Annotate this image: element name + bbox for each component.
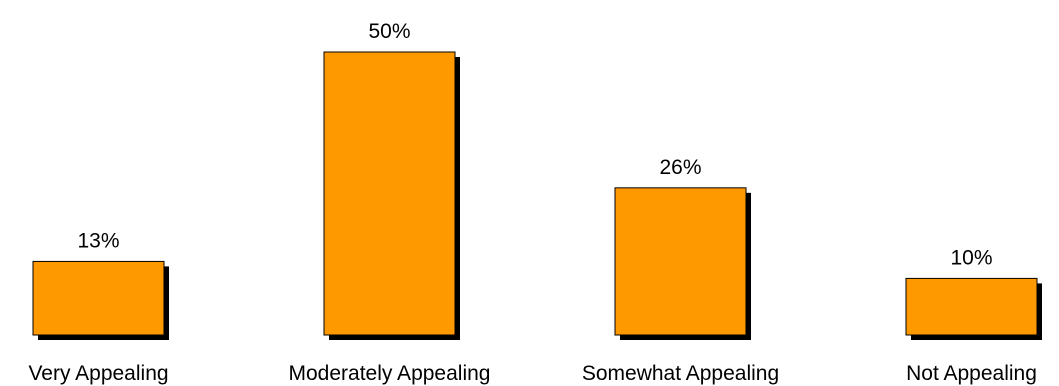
category-label: Not Appealing [906,362,1037,385]
data-label: 10% [950,246,992,269]
bar [323,51,456,336]
data-label: 13% [77,229,119,252]
category-label: Moderately Appealing [289,362,491,385]
category-label: Somewhat Appealing [582,362,779,385]
bars-layer [32,51,1042,340]
category-label: Very Appealing [28,362,168,385]
bar [614,187,747,336]
data-label: 50% [368,20,410,43]
bar [32,260,165,336]
bar [905,277,1038,336]
data-label: 26% [659,156,701,179]
labels-layer: 13% Very Appealing 50% Moderately Appealing… [28,20,1036,385]
